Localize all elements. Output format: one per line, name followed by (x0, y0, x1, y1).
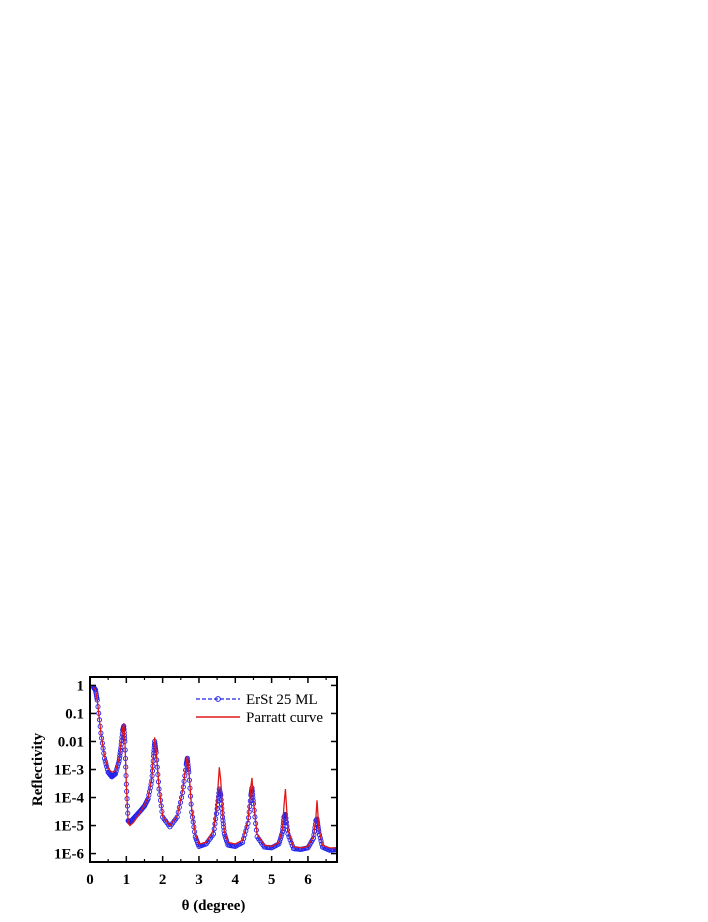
x-tick-label: 3 (195, 872, 203, 888)
y-tick-label: 1E-3 (54, 763, 84, 779)
legend: ErSt 25 ML Parratt curve (196, 692, 323, 726)
y-tick-label: 0.01 (58, 734, 84, 750)
x-tick-label: 1 (123, 872, 131, 888)
legend-marker-erst (215, 696, 221, 702)
y-tick-label: 1E-4 (54, 791, 85, 807)
x-tick-label: 2 (159, 872, 167, 888)
y-tick-label: 1E-5 (54, 819, 84, 835)
series-line-parratt (93, 687, 337, 849)
legend-label-erst: ErSt 25 ML (246, 692, 318, 708)
x-tick-label: 5 (268, 872, 276, 888)
y-tick-label: 0.1 (65, 706, 84, 722)
tick-layer: 0 1 2 3 4 5 6 1E-6 1E-5 1E-4 1E-3 0.01 0.1 1 (54, 677, 337, 888)
legend-item-parratt: Parratt curve (196, 710, 323, 726)
data-point (213, 811, 219, 817)
data-point (112, 771, 118, 777)
data-point (314, 816, 320, 822)
x-tick-label: 4 (232, 872, 240, 888)
y-tick-label: 1 (77, 678, 85, 694)
y-axis-title: Reflectivity (30, 732, 46, 806)
y-tick-label: 1E-6 (54, 847, 85, 863)
series-layer (91, 684, 337, 853)
x-tick-label: 6 (304, 872, 312, 888)
legend-item-erst: ErSt 25 ML (196, 692, 318, 708)
x-axis-title: θ (degree) (182, 898, 246, 914)
legend-label-parratt: Parratt curve (246, 710, 323, 726)
x-tick-label: 0 (86, 872, 94, 888)
